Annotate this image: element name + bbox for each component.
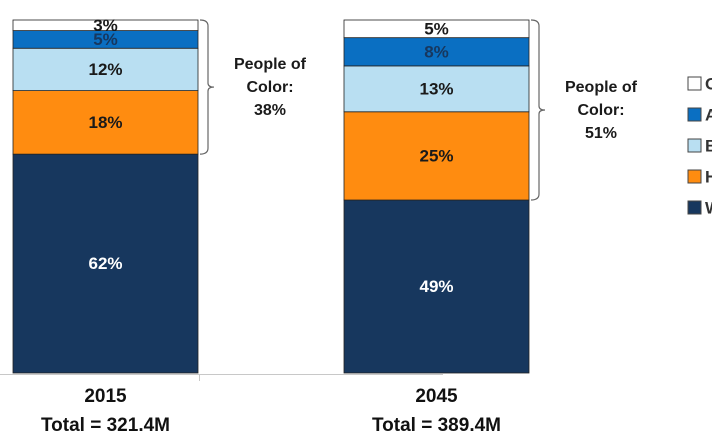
annotation-text-2045: People of: [565, 79, 638, 96]
legend-label-O: O: [705, 75, 712, 94]
data-label-H-2015: 18%: [88, 113, 122, 132]
bar-segment-B-2045: [343, 65, 530, 113]
x-tick-subtitle: Total = 389.4M: [372, 415, 501, 436]
legend-label-B: B: [705, 137, 712, 156]
data-label-O-2015: 3%: [93, 16, 118, 35]
data-label-H-2045: 25%: [419, 146, 453, 165]
bar-segment-H-2045: [343, 111, 530, 201]
legend-label-H: H: [705, 168, 712, 187]
annotation-text-2045: Color:: [577, 102, 624, 119]
data-label-B-2045: 13%: [419, 79, 453, 98]
x-tick-subtitle: Total = 321.4M: [41, 415, 170, 436]
annotation-braces: People of Color: 38% People of Color: 51%: [199, 19, 638, 201]
bar-segment-O-2045: [343, 19, 530, 39]
x-tick-label: 2045: [415, 386, 458, 407]
bar-segment-H-2015: [12, 90, 199, 155]
legend-swatch-B: [687, 138, 702, 153]
data-label-W-2045: 49%: [419, 277, 453, 296]
bar-segment-W-2015: [12, 153, 199, 374]
brace-2015: [199, 19, 215, 155]
legend-swatch-A: [687, 107, 702, 122]
bar-segment-W-2045: [343, 199, 530, 374]
bars-group: 62%18%12%5%3%49%25%13%8%5%: [12, 16, 530, 374]
data-label-W-2015: 62%: [88, 254, 122, 273]
data-label-A-2015: 5%: [93, 30, 118, 49]
legend: OABHW: [687, 75, 712, 218]
x-axis: 2015 Total = 321.4M 2045 Total = 389.4M: [0, 374, 501, 436]
brace-2045: [530, 19, 546, 201]
bar-segment-B-2015: [12, 47, 199, 92]
annotation-text-2015: 38%: [254, 102, 286, 119]
data-label-O-2045: 5%: [424, 19, 449, 38]
legend-label-W: W: [705, 199, 712, 218]
legend-swatch-O: [687, 76, 702, 91]
annotation-text-2045: 51%: [585, 125, 617, 142]
legend-swatch-H: [687, 169, 702, 184]
bar-segment-O-2015: [12, 19, 199, 31]
legend-swatch-W: [687, 200, 702, 215]
x-tick-label: 2015: [84, 386, 127, 407]
annotation-text-2015: Color:: [246, 79, 293, 96]
data-label-A-2045: 8%: [424, 42, 449, 61]
data-label-B-2015: 12%: [88, 60, 122, 79]
bar-segment-A-2045: [343, 37, 530, 67]
annotation-text-2015: People of: [234, 56, 307, 73]
legend-label-A: A: [705, 106, 712, 125]
